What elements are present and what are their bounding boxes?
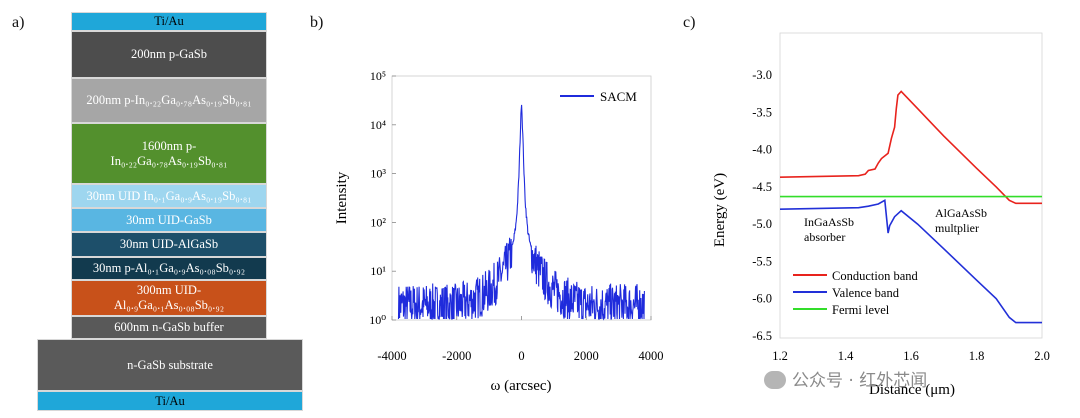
xrd-chart: 10⁰ 10¹ 10² 10³ 10⁴ 10⁵ -4000 -2000 0 2000 4000 ω … [334, 69, 664, 394]
layer-label: 1600nm p- [141, 138, 197, 153]
layer-label: Ti/Au [155, 393, 185, 408]
layer-label: 300nm UID- [136, 283, 202, 297]
y-axis-label: Intensity [334, 171, 350, 224]
x-tick-label: 2.0 [1034, 349, 1050, 363]
top-contact-layer: Ti/Au [71, 12, 267, 31]
layer-label-line2: In₀.₂₂Ga₀.₇₈As₀.₁₉Sb₀.₈₁ [110, 153, 228, 168]
legend-label-conduction: Conduction band [832, 269, 919, 283]
watermark: 公众号 · 红外芯闻 [764, 366, 927, 391]
y-tick-label: -4.0 [752, 143, 772, 157]
x-tick-label: 2000 [574, 349, 599, 363]
y-tick-label: 10⁴ [370, 118, 386, 132]
legend-label-fermi: Fermi level [832, 303, 890, 317]
substrate-layer: n-GaSb substrate [37, 339, 303, 391]
p-ingaassb-contact-layer: 200nm p-In₀.₂₂Ga₀.₇₈As₀.₁₉Sb₀.₈₁ [71, 78, 267, 123]
wechat-icon [764, 371, 786, 389]
y-axis-label: Energy (eV) [712, 173, 728, 247]
series-valence-band [779, 198, 1042, 324]
y-tick-label: -6.0 [752, 292, 772, 306]
y-tick-label: -5.0 [752, 217, 772, 231]
x-tick-label: -2000 [442, 349, 471, 363]
layer-label: n-GaSb substrate [127, 357, 213, 372]
y-tick-label: -3.0 [752, 68, 772, 82]
uid-gasb-layer: 30nm UID-GaSb [71, 208, 267, 232]
band-diagram-chart: -3.0 -3.5 -4.0 -4.5 -5.0 -5.5 -6.0 -6.51.2 1.4 1.… [712, 32, 1050, 398]
y-tick-label: -6.5 [752, 329, 772, 343]
x-tick-label: 1.2 [772, 349, 788, 363]
panel-b-label: b) [310, 14, 324, 31]
panel-c-label: c) [683, 14, 696, 31]
multiplier-layer: 300nm UID- Al₀.₉Ga₀.₁As₀.₀₈Sb₀.₉₂ [71, 280, 267, 316]
layer-label: 30nm p-Al₀.₁Ga₀.₉As₀.₀₈Sb₀.₉₂ [92, 261, 246, 275]
x-axis-label: ω (arcsec) [490, 378, 551, 394]
y-tick-label: 10⁵ [370, 69, 386, 83]
y-tick-label: -3.5 [752, 105, 772, 119]
legend-label-sacm: SACM [600, 89, 637, 104]
x-tick-label: 4000 [639, 349, 664, 363]
y-tick-label: -5.5 [752, 254, 772, 268]
series-conduction-band [779, 90, 1042, 205]
x-tick-label: 1.4 [838, 349, 854, 363]
p-gasb-layer: 200nm p-GaSb [71, 31, 267, 78]
x-tick-label: -4000 [377, 349, 406, 363]
y-tick-label: -4.5 [752, 180, 772, 194]
x-tick-label: 1.6 [903, 349, 919, 363]
legend: SACM [560, 89, 637, 104]
x-tick-label: 0 [518, 349, 524, 363]
legend-label-valence: Valence band [832, 286, 900, 300]
plot-frame [779, 32, 1043, 339]
series-sacm [397, 104, 645, 321]
absorber-annotation: InGaAsSb absorber [804, 215, 857, 244]
x-axis-label: Distance (μm) [869, 382, 955, 398]
legend: Conduction band Valence band Fermi level [793, 269, 919, 317]
layer-label-line2: Al₀.₉Ga₀.₁As₀.₀₈Sb₀.₉₂ [113, 298, 225, 312]
watermark-text: 公众号 · 红外芯闻 [792, 371, 928, 391]
uid-ingaassb-layer: 30nm UID In₀.₁Ga₀.₉As₀.₁₉Sb₀.₈₁ [71, 184, 267, 208]
bottom-contact-layer: Ti/Au [37, 391, 303, 411]
layer-label: 30nm UID-AlGaSb [119, 237, 219, 251]
y-tick-label: 10³ [370, 167, 386, 181]
layer-label: 30nm UID-GaSb [126, 212, 212, 227]
layer-label: 200nm p-In₀.₂₂Ga₀.₇₈As₀.₁₉Sb₀.₈₁ [86, 93, 252, 107]
layer-label: Ti/Au [154, 14, 184, 28]
y-tick-label: 10² [370, 215, 386, 229]
buffer-layer: 600nm n-GaSb buffer [71, 316, 267, 339]
layer-label: 600nm n-GaSb buffer [114, 320, 224, 334]
charge-layer: 30nm p-Al₀.₁Ga₀.₉As₀.₀₈Sb₀.₉₂ [71, 257, 267, 280]
y-tick-label: 10¹ [370, 264, 386, 278]
panel-a-label: a) [12, 14, 25, 31]
uid-algasb-layer: 30nm UID-AlGaSb [71, 232, 267, 257]
absorber-layer: 1600nm p- In₀.₂₂Ga₀.₇₈As₀.₁₉Sb₀.₈₁ [71, 123, 267, 184]
multiplier-annotation: AlGaAsSb multplier [935, 206, 990, 235]
x-tick-label: 1.8 [969, 349, 985, 363]
y-tick-label: 10⁰ [369, 313, 386, 327]
layer-label: 30nm UID In₀.₁Ga₀.₉As₀.₁₉Sb₀.₈₁ [86, 188, 252, 203]
layer-label: 200nm p-GaSb [130, 47, 208, 61]
